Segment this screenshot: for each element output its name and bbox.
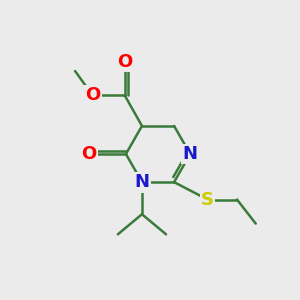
Text: S: S xyxy=(201,190,214,208)
Text: O: O xyxy=(85,86,100,104)
Text: O: O xyxy=(81,145,96,163)
Text: N: N xyxy=(134,173,149,191)
Text: N: N xyxy=(183,145,198,163)
Text: O: O xyxy=(117,53,132,71)
